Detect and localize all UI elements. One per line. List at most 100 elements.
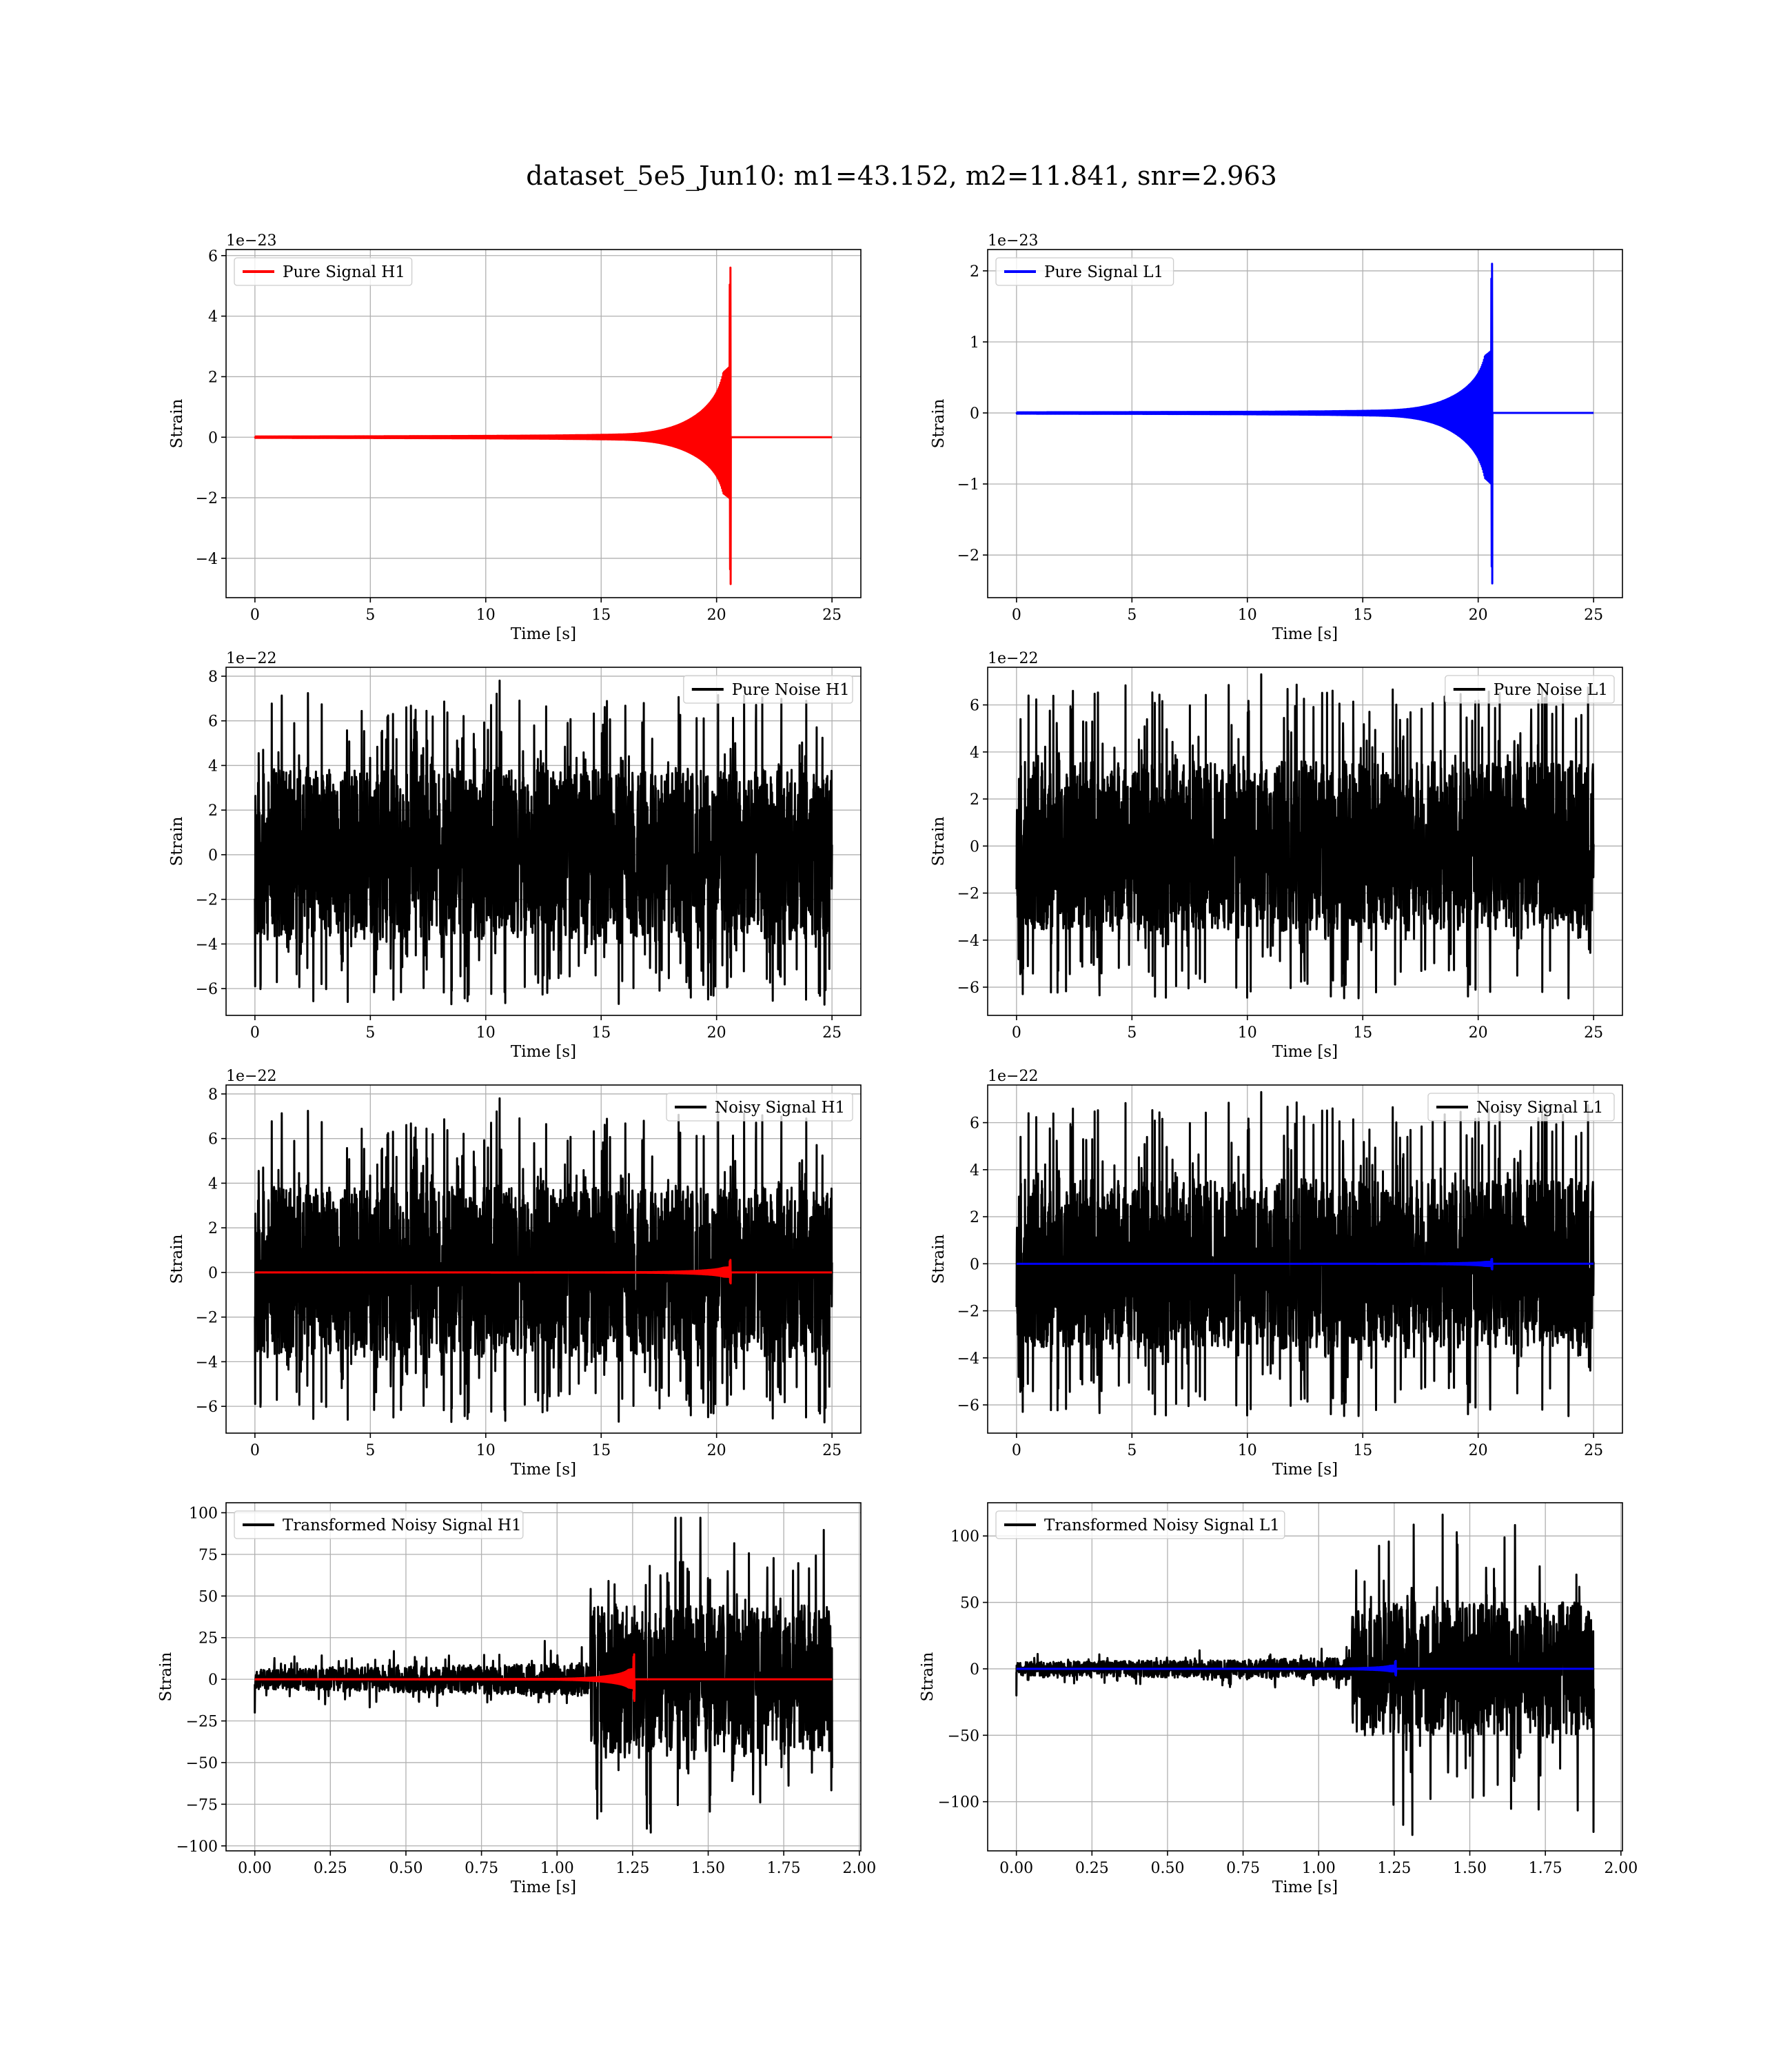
x-tick-label: 10: [1238, 1024, 1257, 1042]
x-tick-label: 20: [707, 1442, 726, 1459]
series-line: [1015, 1091, 1595, 1417]
y-tick-label: −25: [186, 1714, 218, 1731]
axes-frame: [987, 1502, 1623, 1852]
panel-transformed-noisy-signal-h1: 0.00 0.25 0.50 0.75 1.00 1.25 1.50 1.75 2.00 −100…: [157, 1502, 876, 1896]
series-line: [254, 1097, 833, 1423]
y-tick-label: 25: [198, 1630, 218, 1648]
y-tick-label: 8: [208, 669, 218, 686]
y-tick-label: −6: [196, 981, 218, 998]
y-tick-label: −2: [957, 886, 979, 903]
y-tick-label: 2: [208, 1220, 218, 1237]
x-tick-label: 15: [1353, 1024, 1372, 1042]
legend-label: Pure Noise H1: [732, 681, 850, 699]
x-axis-label: Time [s]: [511, 625, 576, 643]
x-tick-label: 1.75: [1529, 1860, 1562, 1877]
x-axis-label: Time [s]: [511, 1461, 576, 1479]
legend-box: [234, 257, 413, 286]
y-tick-label: −2: [957, 547, 979, 565]
x-axis-label: Time [s]: [511, 1043, 576, 1061]
y-tick-label: 2: [208, 369, 218, 386]
x-tick-label: 0.75: [1226, 1860, 1260, 1877]
x-tick-label: 1.50: [1453, 1860, 1487, 1877]
x-tick-label: 15: [1353, 607, 1372, 624]
y-tick-label: 50: [198, 1588, 218, 1605]
x-tick-label: 0.00: [238, 1860, 272, 1877]
x-tick-label: 5: [1127, 1024, 1137, 1042]
y-tick-label: 2: [970, 263, 979, 281]
y-axis-label: Strain: [919, 1652, 937, 1701]
x-axis-label: Time [s]: [511, 1878, 576, 1896]
x-tick-label: 5: [1127, 607, 1137, 624]
y-tick-label: −2: [957, 1304, 979, 1321]
x-tick-label: 0.00: [999, 1860, 1033, 1877]
y-tick-label: 2: [970, 791, 979, 809]
legend: Pure Noise L1: [1445, 675, 1615, 704]
x-tick-label: 15: [591, 1442, 611, 1459]
x-tick-label: 25: [1584, 1024, 1603, 1042]
y-tick-label: 4: [970, 744, 979, 762]
x-tick-label: 0: [1012, 607, 1021, 624]
x-tick-label: 25: [822, 607, 842, 624]
y-tick-label: 8: [208, 1086, 218, 1104]
y-tick-label: −4: [957, 1350, 979, 1368]
y-tick-label: 0: [208, 1672, 218, 1689]
panel-noisy-signal-h1: 0 5 10 15 20 25 −6 −4 −2 0 2 4 6 8 Time [s] Strain 1e−22…: [168, 1068, 862, 1479]
legend-label: Pure Signal H1: [283, 263, 405, 281]
x-tick-label: 0: [1012, 1024, 1021, 1042]
x-tick-label: 10: [476, 1024, 496, 1042]
x-tick-label: 25: [822, 1024, 842, 1042]
y-tick-label: 1: [970, 334, 979, 352]
legend-label: Pure Noise L1: [1494, 681, 1608, 699]
y-tick-label: 2: [208, 802, 218, 820]
axes-frame: [225, 1502, 862, 1852]
y-tick-label: −100: [938, 1794, 979, 1812]
offset-text: 1e−23: [988, 232, 1038, 250]
x-axis-label: Time [s]: [1272, 1878, 1338, 1896]
y-tick-label: −2: [196, 892, 218, 909]
y-tick-label: 100: [950, 1528, 979, 1545]
x-tick-label: 10: [476, 1442, 496, 1459]
y-tick-label: 6: [970, 698, 979, 715]
y-tick-label: 0: [970, 405, 979, 423]
offset-text: 1e−22: [226, 650, 276, 667]
y-tick-label: −4: [957, 933, 979, 950]
legend: Pure Signal H1: [234, 257, 413, 286]
offset-text: 1e−22: [988, 1068, 1038, 1085]
y-tick-label: 6: [208, 1131, 218, 1148]
y-tick-label: −50: [948, 1727, 979, 1745]
x-tick-label: 10: [1238, 1442, 1257, 1459]
y-tick-label: 6: [970, 1115, 979, 1133]
y-axis-label: Strain: [930, 816, 948, 866]
y-tick-label: 4: [208, 1175, 218, 1193]
legend: Transformed Noisy Signal H1: [234, 1510, 524, 1539]
y-tick-label: 0: [208, 1265, 218, 1282]
x-tick-label: 20: [707, 1024, 726, 1042]
y-tick-label: −4: [196, 1354, 218, 1371]
legend-box: [1445, 675, 1615, 704]
y-tick-label: −6: [196, 1399, 218, 1416]
y-tick-label: 4: [208, 758, 218, 775]
legend: Noisy Signal L1: [1427, 1093, 1615, 1122]
x-tick-label: 0: [250, 1442, 260, 1459]
x-tick-label: 0: [250, 607, 260, 624]
series-line: [254, 266, 833, 585]
series-line: [1015, 1513, 1595, 1836]
x-tick-label: 1.25: [1377, 1860, 1411, 1877]
panel-pure-noise-h1: 0 5 10 15 20 25 −6 −4 −2 0 2 4 6 8 Time [s] Strain 1e−22…: [168, 650, 862, 1061]
axes-frame: [225, 667, 862, 1016]
legend-label: Transformed Noisy Signal H1: [283, 1517, 522, 1534]
legend: Transformed Noisy Signal L1: [995, 1510, 1285, 1539]
panel-noisy-signal-l1: 0 5 10 15 20 25 −6 −4 −2 0 2 4 6 Time [s] Strain 1e−22 N…: [930, 1068, 1623, 1479]
y-tick-label: −6: [957, 1397, 979, 1415]
x-tick-label: 25: [822, 1442, 842, 1459]
axes-frame: [987, 667, 1623, 1016]
axes-frame: [225, 249, 862, 598]
legend-box: [995, 257, 1174, 286]
series-line: [1016, 1257, 1594, 1270]
x-axis-label: Time [s]: [1272, 1461, 1338, 1479]
y-tick-label: −4: [196, 551, 218, 568]
x-tick-label: 0.50: [389, 1860, 422, 1877]
x-tick-label: 10: [476, 607, 496, 624]
y-tick-label: 4: [208, 309, 218, 326]
